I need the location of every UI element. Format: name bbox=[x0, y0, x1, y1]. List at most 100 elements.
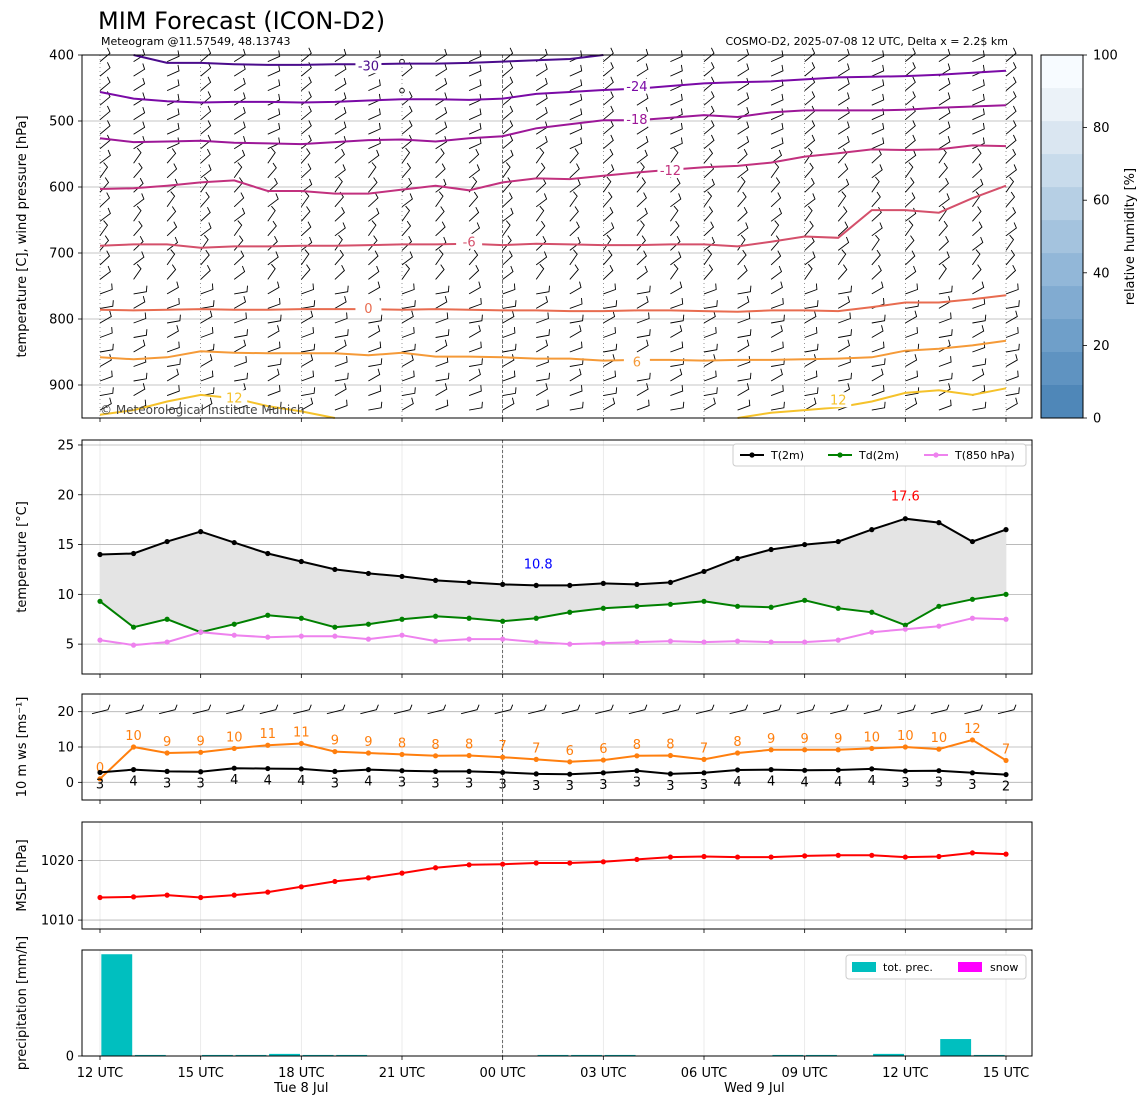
mean-wind-label: 2 bbox=[1002, 780, 1010, 795]
wind-barb bbox=[1005, 105, 1017, 121]
wind-barb bbox=[670, 314, 685, 324]
y-tick-label: 10 bbox=[57, 588, 74, 603]
wind-barb bbox=[771, 401, 785, 411]
wind-barb bbox=[905, 354, 918, 367]
wind-barb bbox=[502, 397, 515, 411]
wind-barb bbox=[569, 401, 584, 411]
mean-wind-point bbox=[567, 771, 573, 777]
surface-wind-barb bbox=[293, 704, 312, 715]
series-point bbox=[533, 615, 539, 621]
y-tick-label: 400 bbox=[49, 49, 74, 64]
x-tick-label: 09 UTC bbox=[781, 1066, 827, 1081]
wind-barb bbox=[771, 314, 785, 324]
series-point bbox=[701, 639, 707, 645]
wind-barb bbox=[167, 401, 181, 411]
wind-barb bbox=[837, 178, 850, 193]
series-point bbox=[198, 529, 204, 535]
wind-barb bbox=[166, 93, 180, 106]
wind-barb bbox=[368, 401, 383, 411]
wind-barb bbox=[536, 285, 550, 295]
gust-label: 8 bbox=[733, 735, 741, 750]
wind-barb bbox=[301, 178, 313, 193]
series-point bbox=[802, 639, 808, 645]
wind-barb bbox=[300, 264, 311, 280]
wind-barb bbox=[737, 234, 746, 251]
wind-barb bbox=[401, 193, 413, 208]
mean-wind-point bbox=[533, 771, 539, 777]
wind-barb bbox=[502, 192, 513, 208]
series-point bbox=[97, 551, 103, 558]
series-point bbox=[466, 615, 472, 621]
gust-label: 7 bbox=[532, 741, 540, 756]
wind-barb bbox=[99, 177, 110, 193]
wind-barb bbox=[569, 122, 583, 135]
wind-barb bbox=[502, 300, 517, 309]
y-tick-label: 800 bbox=[49, 313, 74, 328]
wind-barb bbox=[301, 47, 312, 62]
wind-barb bbox=[636, 399, 650, 411]
wind-barb bbox=[469, 401, 483, 411]
wind-barb bbox=[435, 106, 448, 121]
wind-barb bbox=[737, 383, 750, 396]
wind-barb bbox=[670, 193, 682, 208]
wind-barb bbox=[603, 62, 614, 77]
wind-barb bbox=[770, 220, 780, 237]
gust-point bbox=[802, 747, 808, 753]
wind-barb bbox=[99, 134, 111, 150]
series-point bbox=[265, 634, 271, 640]
wind-barb bbox=[301, 370, 314, 382]
series-point bbox=[667, 601, 674, 607]
mslp-point bbox=[332, 878, 338, 885]
wind-barb bbox=[535, 147, 545, 164]
wind-barb bbox=[770, 177, 781, 193]
wind-barb bbox=[368, 235, 378, 251]
y-tick-label: 1010 bbox=[41, 914, 74, 929]
wind-barb bbox=[569, 178, 581, 193]
wind-barb bbox=[334, 295, 347, 309]
isotherm-line bbox=[99, 294, 1007, 313]
wind-barb bbox=[737, 312, 751, 324]
series-point bbox=[835, 538, 841, 545]
mslp-point bbox=[265, 889, 271, 895]
series-point bbox=[600, 640, 606, 646]
colorbar-label: relative humidity [%] bbox=[1123, 168, 1138, 305]
mean-wind-point bbox=[265, 765, 271, 772]
wind-barb bbox=[972, 137, 985, 150]
mean-wind-label: 4 bbox=[230, 773, 238, 788]
mslp-point bbox=[667, 854, 674, 860]
mslp-point bbox=[902, 854, 908, 860]
precip-bar bbox=[336, 1054, 368, 1056]
wind-barb bbox=[166, 50, 180, 63]
gust-label: 8 bbox=[398, 736, 406, 751]
wind-barb bbox=[770, 207, 783, 222]
series-point bbox=[768, 546, 774, 553]
wind-barb bbox=[166, 64, 180, 77]
series-point bbox=[164, 616, 170, 622]
wind-barb bbox=[502, 235, 512, 251]
series-point bbox=[835, 637, 841, 643]
wind-barb bbox=[301, 236, 313, 251]
mean-wind-label: 4 bbox=[767, 775, 775, 790]
wind-barb bbox=[636, 339, 649, 353]
mslp-point bbox=[231, 892, 237, 898]
panel-frame bbox=[81, 54, 1033, 419]
wind-barb bbox=[469, 314, 483, 324]
wind-barb bbox=[871, 281, 884, 295]
wind-barb bbox=[502, 265, 514, 280]
mean-wind-label: 4 bbox=[801, 775, 809, 790]
wind-barb bbox=[435, 191, 444, 208]
wind-barb bbox=[871, 64, 885, 77]
gust-label: 8 bbox=[666, 737, 674, 752]
wind-barb bbox=[301, 310, 314, 324]
mslp-point bbox=[969, 850, 976, 856]
wind-barb bbox=[166, 297, 180, 309]
series-point bbox=[298, 558, 304, 565]
wind-barb bbox=[837, 63, 850, 77]
wind-barb bbox=[1005, 76, 1017, 91]
series-point bbox=[701, 598, 707, 604]
mslp-y-label: MSLP [hPa] bbox=[15, 839, 30, 911]
series-point bbox=[1003, 591, 1009, 597]
series-point bbox=[533, 582, 539, 588]
wind-barb bbox=[603, 283, 616, 295]
